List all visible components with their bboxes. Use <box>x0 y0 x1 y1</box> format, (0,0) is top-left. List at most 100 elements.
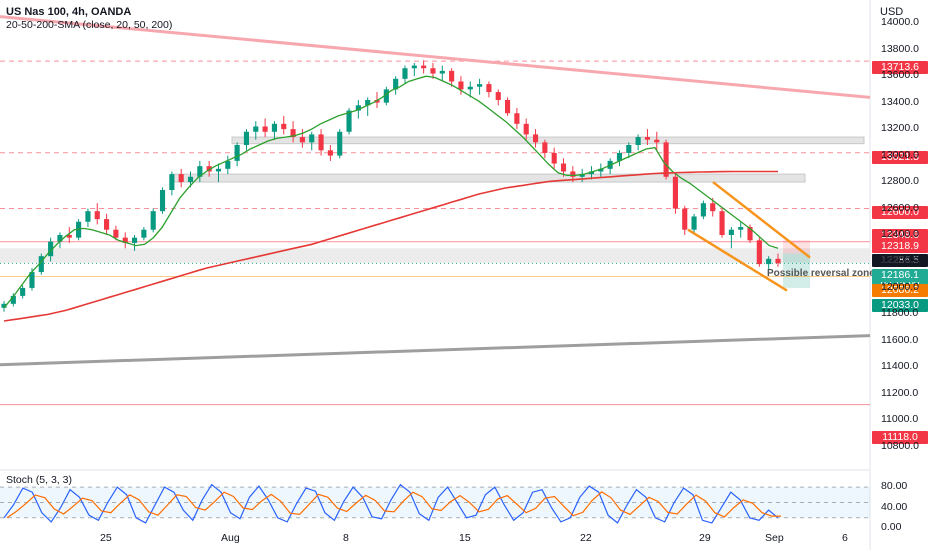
candle-body <box>178 174 184 183</box>
stoch-k-line <box>3 483 779 524</box>
current-range-zone <box>0 248 870 263</box>
candle-body <box>598 168 604 172</box>
price-tag: 12186.1 <box>872 269 928 282</box>
price-tag: 13713.6 <box>872 61 928 74</box>
candle-body <box>271 123 277 132</box>
candle-body <box>523 123 529 135</box>
candle-body <box>262 126 268 132</box>
reversal-zone-label: Possible reversal zone <box>767 268 875 279</box>
y-tick-label: 13000.0 <box>881 148 919 161</box>
y-tick-label: 10800.0 <box>881 439 919 452</box>
candle-body <box>682 208 688 230</box>
candle-body <box>393 78 399 90</box>
candle-body <box>113 229 119 238</box>
y-tick-label: 11800.0 <box>881 307 919 320</box>
candle-body <box>150 211 156 230</box>
candle-body <box>467 86 473 90</box>
candle-body <box>1 303 7 308</box>
candle-body <box>122 237 128 243</box>
candle-body <box>215 168 222 172</box>
sma-20-line <box>3 75 779 309</box>
y-tick-label: 14000.0 <box>881 16 919 29</box>
candle-body <box>505 100 511 114</box>
descending-trendline <box>0 15 871 99</box>
candle-body <box>94 211 100 220</box>
x-tick-label: 29 <box>699 532 711 544</box>
candle-body <box>560 163 567 172</box>
candle-body <box>719 211 725 235</box>
candle-body <box>20 287 26 296</box>
x-tick-label: 25 <box>100 532 112 544</box>
y-tick-label: 13600.0 <box>881 69 919 82</box>
candle-body <box>206 166 212 172</box>
candle-body <box>747 227 753 241</box>
y-tick-label: 11400.0 <box>881 360 919 373</box>
price-tag: 12286.5 <box>872 254 928 267</box>
candle-body <box>738 227 744 230</box>
reversal-target-box <box>783 253 810 288</box>
x-tick-label: 6 <box>842 532 848 544</box>
x-tick-label: 15 <box>459 532 471 544</box>
candle-body <box>104 219 110 230</box>
candle-body <box>187 176 194 183</box>
candle-body <box>346 110 352 132</box>
y-tick-label: 11200.0 <box>881 386 919 399</box>
candle-body <box>234 145 240 161</box>
candle-body <box>728 229 734 235</box>
candle-body <box>141 229 147 238</box>
candle-body <box>514 113 520 124</box>
y-tick-label: 13800.0 <box>881 42 919 55</box>
candle-body <box>477 84 483 87</box>
y-tick-label: 11600.0 <box>881 333 919 346</box>
candle-body <box>318 134 324 151</box>
y-tick-label: 13200.0 <box>881 122 919 135</box>
candle-body <box>253 126 259 132</box>
candle-body <box>355 105 361 111</box>
candle-body <box>402 68 408 79</box>
candle-body <box>775 258 781 264</box>
candle-body <box>299 137 305 143</box>
candle-body <box>309 134 315 143</box>
x-tick-label: 22 <box>580 532 592 544</box>
candle-body <box>449 70 455 82</box>
x-tick-label: 8 <box>343 532 349 544</box>
candle-body <box>486 84 492 93</box>
support-zone <box>171 173 806 183</box>
candle-body <box>48 241 54 257</box>
y-tick-label: 12200.0 <box>881 254 919 267</box>
candle-body <box>38 256 44 273</box>
candle-body <box>327 150 333 156</box>
sma-indicator-label: 20-50-200-SMA (close, 20, 50, 200) <box>6 19 173 31</box>
y-tick-label: 11000.0 <box>881 413 919 426</box>
stoch-indicator-label: Stoch (5, 3, 3) <box>6 474 72 486</box>
candle-body <box>430 68 436 74</box>
candle-body <box>663 142 669 177</box>
candle-body <box>654 139 660 143</box>
stoch-y-tick-label: 40.00 <box>881 500 908 513</box>
currency-label: USD <box>880 6 904 18</box>
price-tag: 12318.9 <box>872 240 928 253</box>
candle-body <box>85 211 91 222</box>
candle-body <box>159 190 166 212</box>
candle-body <box>337 131 343 156</box>
price-tag: 13021.5 <box>872 151 928 164</box>
price-tag: 12600.0 <box>872 206 928 219</box>
candle-body <box>225 160 231 169</box>
y-tick-label: 12800.0 <box>881 175 919 188</box>
candle-body <box>626 145 632 153</box>
candle-body <box>57 235 63 242</box>
candle-body <box>383 89 389 103</box>
price-tag: 12348.6 <box>872 229 928 242</box>
candle-body <box>635 137 641 145</box>
ascending-trendline <box>0 334 871 367</box>
candle-body <box>131 237 138 243</box>
candle-body <box>672 176 678 209</box>
price-tag: 11118.0 <box>872 431 928 444</box>
candle-body <box>616 152 623 161</box>
y-tick-label: 12600.0 <box>881 201 919 214</box>
candle-body <box>691 216 697 230</box>
stoch-y-tick-label: 80.00 <box>881 480 908 493</box>
candle-body <box>588 171 595 175</box>
channel-upper-line <box>712 181 811 259</box>
